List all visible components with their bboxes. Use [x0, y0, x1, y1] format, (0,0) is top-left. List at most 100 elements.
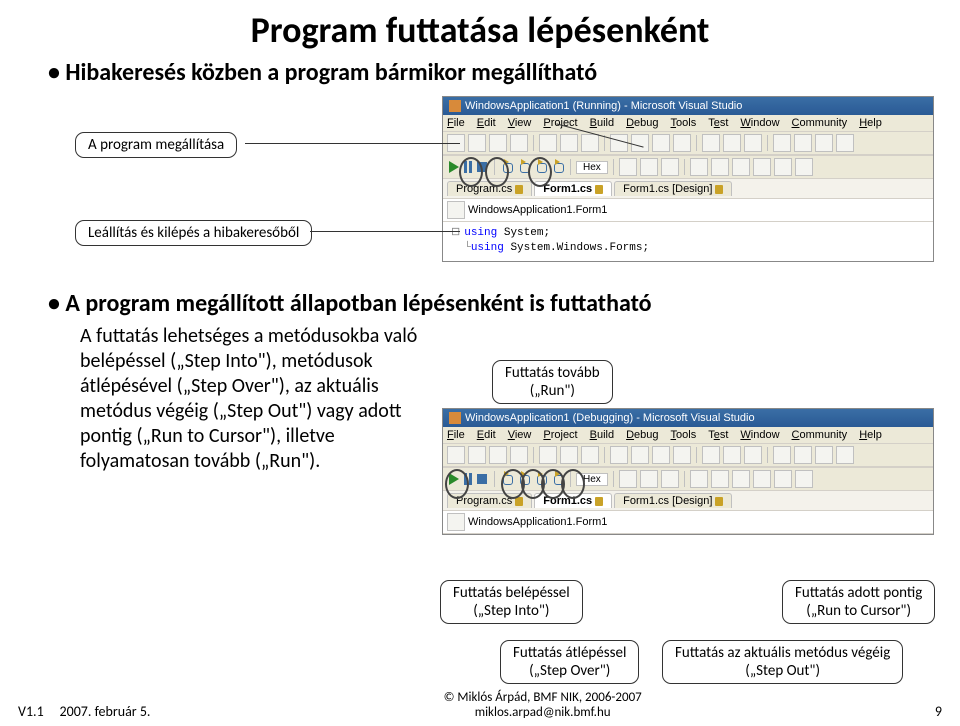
hex-box[interactable]: Hex: [576, 161, 608, 174]
vs-window-debugging: WindowsApplication1 (Debugging) - Micros…: [442, 408, 934, 535]
tb-btn[interactable]: [702, 446, 720, 464]
tb-btn[interactable]: [815, 446, 833, 464]
tb-btn[interactable]: [631, 134, 649, 152]
run-icon[interactable]: [449, 161, 459, 173]
menu-test[interactable]: Test: [708, 429, 728, 441]
tb-btn[interactable]: [581, 134, 599, 152]
tb-btn[interactable]: [744, 134, 762, 152]
tb-btn[interactable]: [652, 446, 670, 464]
bullet-main-1: Hibakeresés közben a program bármikor me…: [48, 58, 960, 87]
stop-icon[interactable]: [477, 474, 487, 484]
menu-community[interactable]: Community: [792, 429, 848, 441]
vs-nav-bar-2: WindowsApplication1.Form1: [443, 510, 933, 534]
menu-tools[interactable]: Tools: [671, 429, 697, 441]
menu-view[interactable]: View: [508, 117, 532, 129]
nav-icon[interactable]: [447, 513, 465, 531]
callout-over: Futtatás átlépéssel („Step Over"): [500, 640, 639, 684]
tb-btn[interactable]: [468, 134, 486, 152]
tb-btn[interactable]: [468, 446, 486, 464]
tb-btn[interactable]: [447, 446, 465, 464]
menu-build[interactable]: Build: [590, 429, 614, 441]
tb-btn[interactable]: [723, 134, 741, 152]
tb-btn[interactable]: [773, 446, 791, 464]
tb-btn[interactable]: [661, 158, 679, 176]
tb-btn[interactable]: [610, 446, 628, 464]
tb-btn[interactable]: [690, 158, 708, 176]
tb-btn[interactable]: [773, 134, 791, 152]
vs-window-running: WindowsApplication1 (Running) - Microsof…: [442, 96, 934, 262]
tb-btn[interactable]: [711, 158, 729, 176]
vs-tabstrip: Program.cs Form1.cs Form1.cs [Design]: [443, 179, 933, 198]
menu-view[interactable]: View: [508, 429, 532, 441]
menu-build[interactable]: Build: [590, 117, 614, 129]
menu-project[interactable]: Project: [543, 429, 577, 441]
tb-btn[interactable]: [489, 446, 507, 464]
tb-btn[interactable]: [652, 134, 670, 152]
tb-btn[interactable]: [619, 158, 637, 176]
menu-community[interactable]: Community: [792, 117, 848, 129]
tb-btn[interactable]: [794, 134, 812, 152]
menu-file[interactable]: File: [447, 117, 465, 129]
lock-icon: [715, 185, 723, 194]
tb-btn[interactable]: [560, 134, 578, 152]
tb-btn[interactable]: [640, 470, 658, 488]
sub-bullet: A futtatás lehetséges a metódusokba való…: [80, 324, 430, 474]
menu-tools[interactable]: Tools: [671, 117, 697, 129]
tb-btn[interactable]: [836, 446, 854, 464]
run-to-cursor-icon[interactable]: [551, 160, 565, 174]
tb-btn[interactable]: [560, 446, 578, 464]
tb-btn[interactable]: [489, 134, 507, 152]
tb-btn[interactable]: [744, 446, 762, 464]
vs-toolbar-1: [443, 131, 933, 155]
tb-btn[interactable]: [774, 470, 792, 488]
tb-btn[interactable]: [723, 446, 741, 464]
tb-btn[interactable]: [794, 446, 812, 464]
callout-exit: Leállítás és kilépés a hibakeresőből: [75, 220, 312, 246]
footer-left: V1.1 2007. február 5.: [18, 703, 150, 720]
tb-btn[interactable]: [732, 158, 750, 176]
callout-into: Futtatás belépéssel („Step Into"): [440, 580, 583, 624]
tb-btn[interactable]: [661, 470, 679, 488]
tb-btn[interactable]: [753, 470, 771, 488]
menu-test[interactable]: Test: [708, 117, 728, 129]
menu-window[interactable]: Window: [740, 117, 779, 129]
vs-title-text-2: WindowsApplication1 (Debugging) - Micros…: [465, 412, 755, 424]
tb-btn[interactable]: [539, 134, 557, 152]
tb-btn[interactable]: [510, 446, 528, 464]
vs-title-text: WindowsApplication1 (Running) - Microsof…: [465, 100, 742, 112]
menu-help[interactable]: Help: [859, 117, 882, 129]
tb-btn[interactable]: [690, 470, 708, 488]
footer-center: © Miklós Árpád, BMF NIK, 2006-2007 miklo…: [444, 690, 642, 720]
tb-btn[interactable]: [753, 158, 771, 176]
tb-btn[interactable]: [836, 134, 854, 152]
tab-form1-design[interactable]: Form1.cs [Design]: [614, 493, 732, 508]
menu-window[interactable]: Window: [740, 429, 779, 441]
tb-btn[interactable]: [510, 134, 528, 152]
tb-btn[interactable]: [732, 470, 750, 488]
menu-help[interactable]: Help: [859, 429, 882, 441]
tb-btn[interactable]: [581, 446, 599, 464]
nav-icon[interactable]: [447, 201, 465, 219]
tb-btn[interactable]: [795, 470, 813, 488]
tb-btn[interactable]: [673, 446, 691, 464]
tb-btn[interactable]: [795, 158, 813, 176]
tb-btn[interactable]: [711, 470, 729, 488]
tb-btn[interactable]: [774, 158, 792, 176]
callout-stop: A program megállítása: [75, 132, 237, 158]
tab-form1-design[interactable]: Form1.cs [Design]: [614, 181, 732, 196]
menu-debug[interactable]: Debug: [626, 117, 658, 129]
menu-edit[interactable]: Edit: [477, 429, 496, 441]
vs-menubar-2[interactable]: File Edit View Project Build Debug Tools…: [443, 427, 933, 443]
vs-app-icon: [449, 412, 461, 424]
menu-edit[interactable]: Edit: [477, 117, 496, 129]
menu-file[interactable]: File: [447, 429, 465, 441]
tb-btn[interactable]: [673, 134, 691, 152]
tb-btn[interactable]: [631, 446, 649, 464]
tb-btn[interactable]: [619, 470, 637, 488]
tb-btn[interactable]: [702, 134, 720, 152]
menu-debug[interactable]: Debug: [626, 429, 658, 441]
tb-btn[interactable]: [815, 134, 833, 152]
tb-btn[interactable]: [640, 158, 658, 176]
tb-btn[interactable]: [539, 446, 557, 464]
vs-menubar[interactable]: File Edit View Project Build Debug Tools…: [443, 115, 933, 131]
